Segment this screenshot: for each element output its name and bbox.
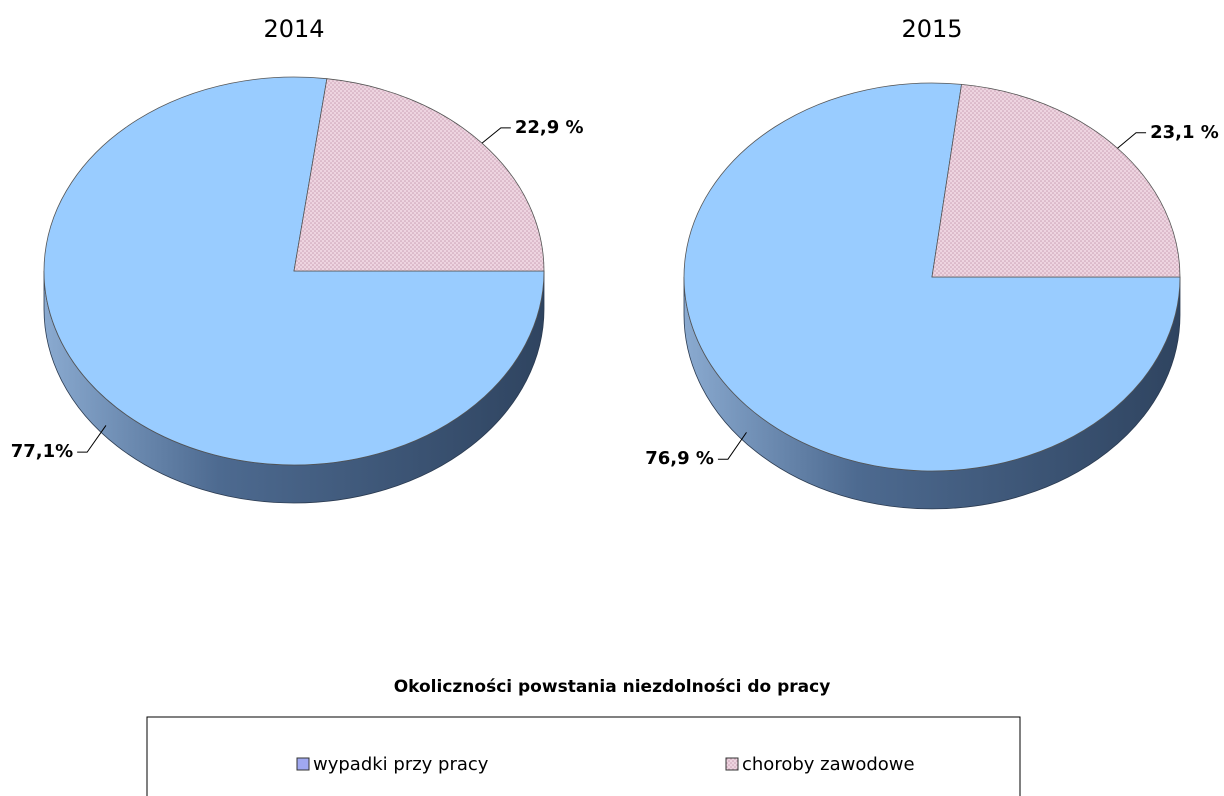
legend-swatch — [296, 757, 310, 771]
leader-line — [481, 127, 511, 144]
data-label: 77,1% — [11, 441, 73, 462]
leader-line — [1117, 132, 1147, 149]
data-label: 22,9 % — [515, 117, 584, 138]
leader-line — [717, 432, 747, 460]
pie-slice — [293, 78, 545, 272]
data-label: 76,9 % — [645, 448, 714, 469]
pie-slice — [931, 83, 1181, 278]
chart-title: 2015 — [901, 15, 962, 43]
legend-box — [146, 716, 1021, 796]
legend-swatch — [725, 757, 739, 771]
data-label: 23,1 % — [1150, 122, 1219, 143]
legend-label: choroby zawodowe — [742, 754, 915, 775]
chart-title: 2014 — [263, 15, 324, 43]
leader-line — [77, 425, 107, 453]
legend-title: Okoliczności powstania niezdolności do p… — [394, 677, 831, 697]
legend-label: wypadki przy pracy — [313, 754, 489, 775]
